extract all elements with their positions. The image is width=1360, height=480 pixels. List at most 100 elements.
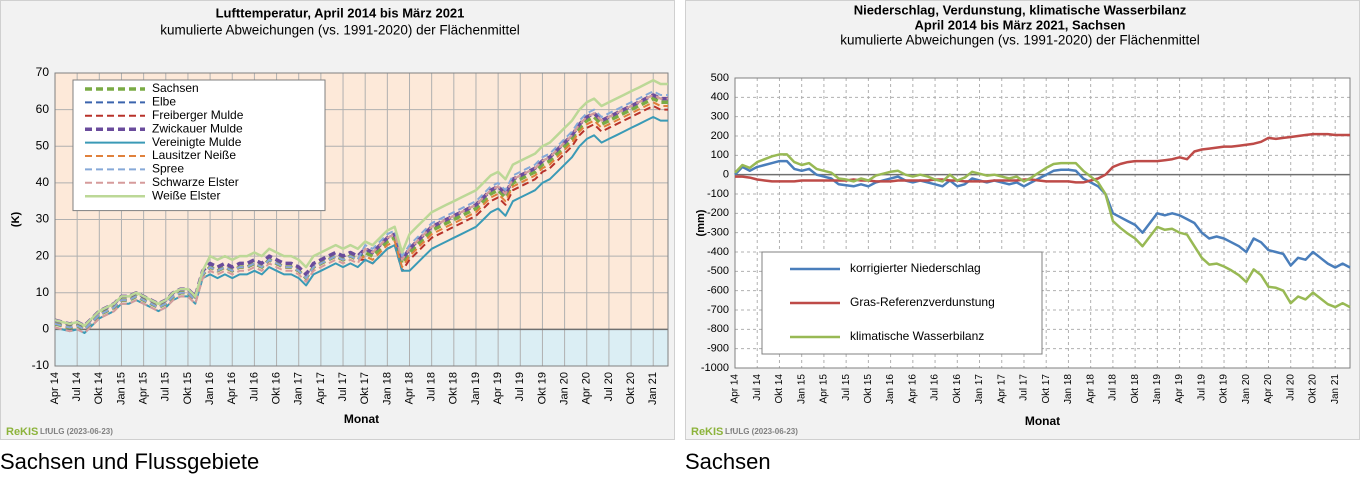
x-tick-label: Apr 18 <box>1085 374 1096 404</box>
x-tick-label: Okt 20 <box>1308 374 1319 404</box>
source-logo: ReKIS <box>691 426 723 438</box>
series-line <box>54 116 668 334</box>
x-tick-label: Okt 20 <box>625 372 637 404</box>
x-tick-label: Apr 15 <box>819 374 830 404</box>
y-tick-label: -800 <box>707 323 729 335</box>
x-tick-label: Apr 19 <box>1174 374 1185 404</box>
legend-label: Freiberger Mulde <box>152 108 244 122</box>
legend-label: Gras-Referenzverdunstung <box>850 295 995 309</box>
x-tick-label: Jul 14 <box>752 374 763 401</box>
y-tick-label: 0 <box>42 322 49 336</box>
x-tick-label: Okt 15 <box>182 372 194 404</box>
x-tick-label: Jul 14 <box>71 372 83 401</box>
x-tick-label: Jan 16 <box>885 374 896 404</box>
x-tick-label: Jan 15 <box>796 374 807 404</box>
x-tick-label: Okt 17 <box>359 372 371 404</box>
y-tick-label: -500 <box>707 265 729 277</box>
chart-subtitle: kumulierte Abweichungen (vs. 1991-2020) … <box>160 23 519 38</box>
legend-label: Spree <box>152 162 184 176</box>
y-tick-label: 0 <box>723 169 729 181</box>
x-tick-label: Jan 17 <box>974 374 985 404</box>
source-logo: ReKIS <box>6 426 38 438</box>
x-tick-label: Jul 15 <box>841 374 852 401</box>
y-tick-label: -400 <box>707 246 729 258</box>
x-tick-label: Jan 18 <box>381 372 393 405</box>
y-tick-label: 30 <box>36 212 50 226</box>
x-tick-label: Jul 19 <box>1196 374 1207 401</box>
y-tick-label: 70 <box>36 65 50 79</box>
x-tick-label: Jul 15 <box>160 372 172 401</box>
y-tick-label: 300 <box>711 111 729 123</box>
x-tick-label: Okt 18 <box>1130 374 1141 404</box>
x-tick-label: Jul 19 <box>514 372 526 401</box>
legend-label: Lausitzer Neiße <box>152 148 236 162</box>
x-tick-label: Apr 16 <box>226 372 238 404</box>
x-tick-label: Apr 20 <box>581 372 593 404</box>
chart-title: Lufttemperatur, April 2014 bis März 2021 <box>216 5 465 20</box>
series-line <box>735 132 1350 184</box>
legend-label: Zwickauer Mulde <box>152 121 243 135</box>
x-tick-label: Jan 16 <box>204 372 216 405</box>
x-tick-label: Okt 19 <box>536 372 548 404</box>
y-tick-label: 40 <box>36 175 50 189</box>
x-tick-label: Jul 17 <box>337 372 349 401</box>
legend-label: Vereinigte Mulde <box>152 135 242 149</box>
y-tick-label: 10 <box>36 285 50 299</box>
x-tick-label: Apr 16 <box>907 374 918 404</box>
y-tick-label: -900 <box>707 343 729 355</box>
x-tick-label: Okt 14 <box>93 372 105 404</box>
legend-label: Sachsen <box>152 81 199 95</box>
x-tick-label: Jul 18 <box>426 372 438 401</box>
x-tick-label: Jan 19 <box>470 372 482 405</box>
legend-label: Schwarze Elster <box>152 175 239 189</box>
legend-label: Elbe <box>152 95 176 109</box>
y-axis-label: (mm) <box>695 209 707 236</box>
y-tick-label: -10 <box>32 358 50 372</box>
x-tick-label: Jul 17 <box>1019 374 1030 401</box>
panel-caption: Sachsen <box>685 449 771 474</box>
chart-title: Niederschlag, Verdunstung, klimatische W… <box>854 2 1187 17</box>
x-tick-label: Apr 14 <box>730 374 741 404</box>
y-tick-label: -300 <box>707 227 729 239</box>
chart-subtitle: kumulierte Abweichungen (vs. 1991-2020) … <box>840 33 1199 48</box>
x-tick-label: Jul 16 <box>930 374 941 401</box>
x-tick-label: Apr 17 <box>315 372 327 404</box>
series-line <box>734 153 1351 309</box>
plot-frame <box>734 77 1351 369</box>
source-text: LfULG (2023-06-23) <box>725 427 798 436</box>
legend-box <box>72 79 326 212</box>
x-axis-label: Monat <box>1025 414 1060 428</box>
y-tick-label: 20 <box>36 248 50 262</box>
legend-label: klimatische Wasserbilanz <box>850 329 984 343</box>
x-tick-label: Jan 17 <box>293 372 305 405</box>
x-tick-label: Okt 16 <box>952 374 963 404</box>
x-tick-label: Apr 18 <box>403 372 415 404</box>
y-tick-label: 400 <box>711 91 729 103</box>
x-tick-label: Okt 15 <box>863 374 874 404</box>
series-line <box>54 96 668 332</box>
x-tick-label: Jan 19 <box>1152 374 1163 404</box>
x-tick-label: Jul 20 <box>1285 374 1296 401</box>
plot-frame <box>54 72 669 367</box>
y-tick-label: -1000 <box>701 362 729 374</box>
legend-label: Weiße Elster <box>152 188 220 202</box>
series-line <box>54 93 668 328</box>
y-tick-label: -200 <box>707 207 729 219</box>
x-tick-label: Jan 20 <box>559 372 571 405</box>
x-tick-label: Okt 14 <box>774 374 785 404</box>
x-tick-label: Okt 18 <box>448 372 460 404</box>
x-tick-label: Apr 19 <box>492 372 504 404</box>
y-tick-label: 200 <box>711 130 729 142</box>
y-tick-label: 500 <box>711 72 729 84</box>
x-axis-label: Monat <box>344 412 379 426</box>
x-tick-label: Okt 19 <box>1219 374 1230 404</box>
x-tick-label: Apr 20 <box>1263 374 1274 404</box>
x-tick-label: Okt 16 <box>270 372 282 404</box>
plot-zone-below <box>55 329 668 366</box>
x-tick-label: Apr 17 <box>996 374 1007 404</box>
y-tick-label: 100 <box>711 149 729 161</box>
y-tick-label: -100 <box>707 188 729 200</box>
x-tick-label: Jan 21 <box>647 372 659 405</box>
x-tick-label: Jan 21 <box>1330 374 1341 404</box>
